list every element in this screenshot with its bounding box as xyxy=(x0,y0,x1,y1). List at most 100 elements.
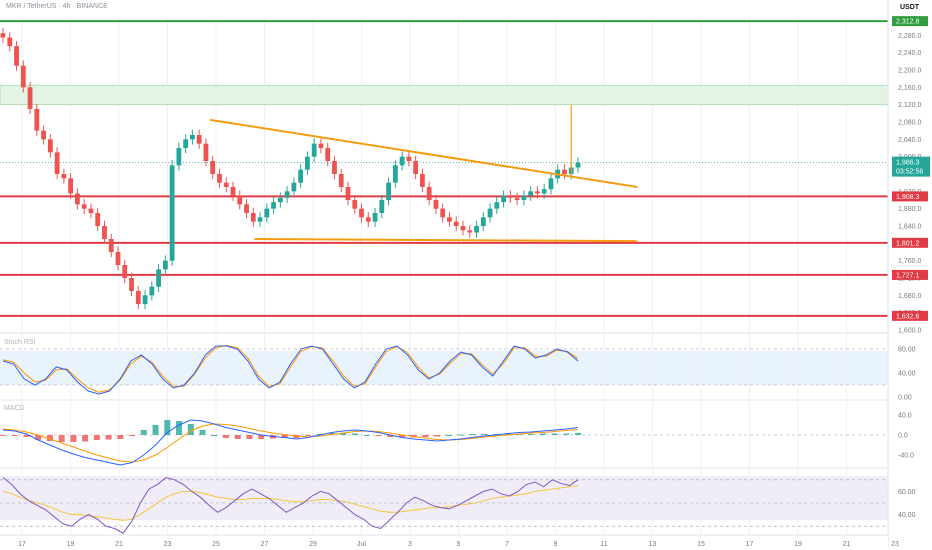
level-price-label: 1,908.3 xyxy=(896,194,919,201)
macd-histogram-bar xyxy=(187,424,194,435)
candle-body xyxy=(325,148,331,161)
candle-body xyxy=(379,200,385,213)
candle-body xyxy=(460,226,466,231)
macd-histogram-bar xyxy=(398,435,405,438)
price-tick-label: 1,760.0 xyxy=(898,258,921,265)
candle-body xyxy=(284,191,290,198)
stoch-tick-label: 80.00 xyxy=(898,347,916,354)
candle-body xyxy=(14,46,19,66)
candle-body xyxy=(41,130,46,140)
macd-histogram-bar xyxy=(492,434,499,435)
stoch-k-line xyxy=(2,345,579,395)
macd-histogram-bar xyxy=(340,433,347,435)
candle-body xyxy=(501,195,506,203)
candle-body xyxy=(75,193,80,205)
candle-body xyxy=(406,156,412,161)
macd-histogram-bar xyxy=(551,433,558,435)
price-tick-label: 2,200.0 xyxy=(898,68,921,75)
macd-histogram-bar xyxy=(211,435,218,436)
candle-body xyxy=(440,208,446,218)
time-tick-label: 7 xyxy=(505,541,509,548)
candle-body xyxy=(54,152,60,174)
candle-body xyxy=(338,174,344,187)
candle-body xyxy=(115,252,121,265)
price-tick-label: 2,120.0 xyxy=(898,102,921,109)
macd-histogram-bar xyxy=(305,435,312,436)
level-price-label: 1,727.1 xyxy=(896,272,919,279)
candle-body xyxy=(61,174,67,179)
candle-body xyxy=(122,265,128,278)
trendlines xyxy=(209,118,638,243)
candle-body xyxy=(34,109,40,131)
candle-body xyxy=(149,286,155,296)
candle-body xyxy=(528,191,534,196)
time-tick-label: 9 xyxy=(554,541,558,548)
candle-body xyxy=(20,65,26,88)
macd-label: MACD xyxy=(4,405,25,412)
macd-signal-line xyxy=(2,423,579,463)
rsi-tick-label: 60.00 xyxy=(898,489,916,496)
level-price-label: 1,801.2 xyxy=(896,240,919,247)
resistance-zone xyxy=(0,84,889,105)
macd-histogram-bar xyxy=(23,435,30,437)
price-tick-label: 1,680.0 xyxy=(898,293,921,300)
macd-histogram-bar xyxy=(457,434,464,436)
candle-body xyxy=(521,195,527,200)
level-price-tag xyxy=(892,16,928,27)
candle-body xyxy=(230,187,236,196)
time-tick-label: 13 xyxy=(649,541,657,548)
macd-histogram-bar xyxy=(199,430,206,435)
candle-body xyxy=(190,135,195,140)
macd-histogram-bar xyxy=(129,435,136,436)
candlestick-series xyxy=(0,27,581,310)
rsi-ma-line xyxy=(2,485,579,521)
time-tick-label: 25 xyxy=(212,541,220,548)
macd-histogram-bar xyxy=(445,435,452,436)
candle-body xyxy=(27,87,33,109)
candle-body xyxy=(541,189,547,194)
candle-body xyxy=(562,169,567,174)
candle-body xyxy=(311,143,317,157)
stoch-rsi-label: Stoch RSI xyxy=(4,339,36,346)
candle-body xyxy=(223,182,229,187)
time-tick-label: 17 xyxy=(746,541,754,548)
macd-histogram-bar xyxy=(176,421,183,435)
candle-body xyxy=(237,195,243,205)
bar-countdown-label: 03:52:56 xyxy=(896,169,923,176)
candle-body xyxy=(135,291,141,304)
descending-trendline xyxy=(209,118,638,188)
candle-body xyxy=(169,165,175,261)
candle-body xyxy=(142,295,148,304)
macd-histogram-bar xyxy=(528,434,535,435)
macd-histogram-bar xyxy=(575,433,581,435)
time-tick-label: 3 xyxy=(408,541,412,548)
chart-title: MKR / TetherUS · 4h · BINANCE xyxy=(6,3,108,10)
macd-histogram-bar xyxy=(35,435,42,440)
candle-body xyxy=(244,204,249,213)
macd-histogram-bar xyxy=(375,435,382,436)
macd-histogram-bar xyxy=(563,433,570,435)
price-tick-label: 1,840.0 xyxy=(898,224,921,231)
price-tick-label: 2,240.0 xyxy=(898,50,921,57)
time-tick-label: 19 xyxy=(794,541,802,548)
price-tick-label: 2,080.0 xyxy=(898,120,921,127)
macd-pane xyxy=(0,419,888,466)
stoch-d-line xyxy=(2,344,579,393)
candle-body xyxy=(102,226,107,239)
candle-body xyxy=(467,230,473,233)
candle-body xyxy=(487,208,493,218)
time-axis: 17 19 21 23 25 27 29 Jul 3 5 7 9 11 13 15 17 19 21 23 xyxy=(0,536,899,550)
candle-body xyxy=(183,139,189,148)
macd-histogram-bar xyxy=(93,435,100,440)
candle-body xyxy=(305,156,310,170)
stoch-tick-label: 40.00 xyxy=(898,371,916,378)
macd-tick-label: -40.0 xyxy=(898,453,914,460)
stoch-rsi-pane xyxy=(0,344,888,395)
macd-histogram-bar xyxy=(117,435,124,439)
horizontal-levels xyxy=(0,20,888,317)
macd-histogram-bar xyxy=(293,435,300,438)
candle-body xyxy=(372,213,378,222)
candle-body xyxy=(88,208,94,213)
candle-body xyxy=(433,200,439,209)
